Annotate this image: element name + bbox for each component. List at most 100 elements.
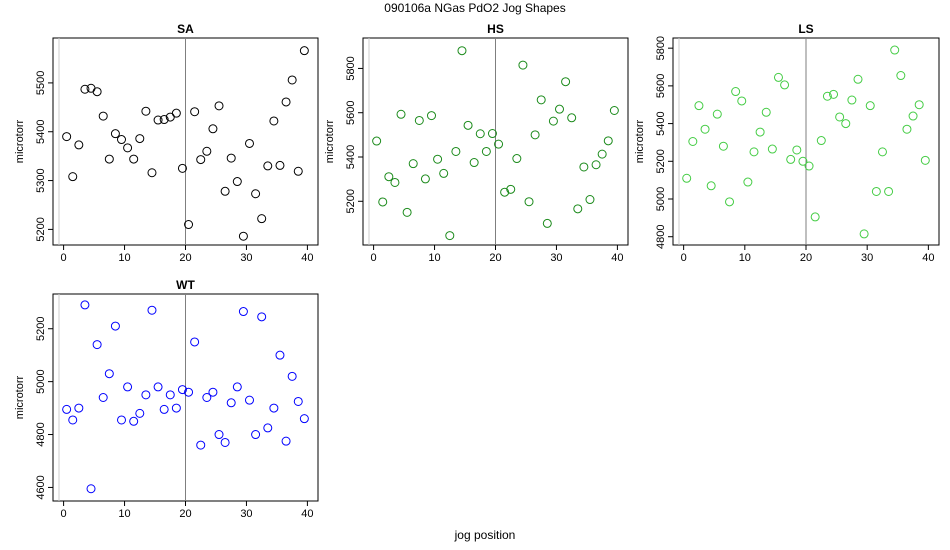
panel-wt-data-point (165, 390, 175, 400)
panel-sa-x-tick-label: 10 (118, 252, 130, 264)
panel-ls-data-point (749, 147, 759, 157)
x-axis-label: jog position (454, 528, 516, 542)
panel-wt-data-point (171, 403, 181, 413)
panel-sa-data-point (196, 155, 206, 165)
panel-ls-data-point (688, 137, 698, 146)
panel-ls-data-point (731, 87, 741, 97)
panel-sa-data-point (293, 166, 303, 176)
panel-ls-data-point (871, 186, 881, 196)
panel-sa-data-point (62, 132, 72, 142)
panel-sa-y-tick-label: 5200 (35, 217, 47, 241)
panel-sa-data-point (299, 46, 309, 56)
panel-ls-data-point (755, 127, 765, 137)
panel-ls-data-point (743, 177, 753, 187)
panel-wt-title: WT (176, 278, 195, 292)
panel-wt-y-tick-label: 4800 (35, 422, 47, 446)
panel-ls-y-tick-label: 5000 (655, 187, 667, 211)
panel-hs-data-point (396, 109, 406, 119)
panel-sa-title: SA (177, 22, 194, 36)
panel-ls-y-tick-label: 5400 (655, 111, 667, 135)
panel-hs-data-point (402, 207, 412, 217)
panel-hs-data-point (506, 184, 516, 194)
panel-ls-x-tick-label: 30 (861, 252, 873, 264)
panel-wt-data-point (129, 416, 139, 426)
panel-ls-data-point (792, 145, 802, 155)
panel-ls-y-tick-label: 5800 (655, 36, 667, 60)
panel-ls-x-tick-label: 10 (739, 252, 751, 264)
panel-wt-data-point (196, 440, 206, 450)
panel-wt-data-point (299, 414, 309, 424)
panel-hs-data-point (414, 115, 424, 125)
panel-wt-x-tick-label: 20 (179, 508, 191, 520)
panel-ls-data-point (902, 124, 912, 134)
panel-wt-data-point (62, 404, 72, 414)
panel-sa-x-tick-label: 20 (179, 252, 191, 264)
panel-ls-data-point (877, 147, 887, 157)
panel-sa-data-point (147, 168, 157, 178)
panel-hs-data-point (524, 197, 534, 207)
panel-wt-data-point (232, 382, 242, 392)
panel-wt-data-point (226, 398, 236, 408)
panel-hs-data-point (427, 111, 437, 121)
panel-sa-data-point (184, 220, 194, 230)
panel-sa-x-tick-label: 30 (240, 252, 252, 264)
panel-hs-y-tick-label: 5400 (345, 145, 357, 169)
panel-hs-data-point (542, 218, 552, 228)
panel-sa-data-point (153, 115, 163, 125)
panel-hs-data-point (439, 168, 449, 178)
panel-ls-data-point (767, 144, 777, 154)
panel-hs-data-point (463, 120, 473, 130)
panel-wt-data-point (153, 382, 163, 392)
panel-ls-data-point (810, 212, 820, 222)
panel-sa-data-point (232, 177, 242, 187)
panel-sa-data-point (257, 214, 267, 224)
panel-ls-data-point (853, 74, 863, 84)
panel-sa-data-point (220, 186, 230, 196)
panel-sa-data-point (92, 87, 102, 97)
panel-ls-y-tick-label: 5600 (655, 74, 667, 98)
panel-wt-data-point (214, 430, 224, 440)
panel-wt-data-point (190, 337, 200, 347)
panel-ls-data-point (718, 141, 728, 151)
panel-ls-data-point (841, 119, 851, 129)
panel-ls-data-point (712, 109, 722, 119)
panel-hs-x-tick-label: 10 (428, 252, 440, 264)
panel-wt-data-point (123, 382, 133, 392)
panel-hs-data-point (378, 197, 388, 207)
panel-wt-data-point (135, 408, 145, 418)
panel-ls-data-point (890, 45, 900, 55)
panel-ls-data-point (706, 181, 716, 191)
panel-ls-data-point (822, 91, 832, 101)
panel-hs-y-axis-label: microtorr (324, 119, 336, 163)
panel-wt-data-point (238, 307, 248, 317)
panel-hs-data-point (445, 231, 455, 241)
main-title: 090106a NGas PdO2 Jog Shapes (384, 1, 566, 15)
panel-hs-data-point (548, 116, 558, 126)
panel-hs-x-tick-label: 20 (489, 252, 501, 264)
panel-ls-data-point (798, 156, 808, 166)
panel-hs-data-point (530, 130, 540, 140)
panel-hs-data-point (408, 159, 418, 169)
panel-wt-data-point (159, 404, 169, 414)
panel-ls-data-point (773, 72, 783, 82)
panel-ls-data-point (780, 80, 790, 90)
panel-sa-data-point (244, 138, 254, 148)
panel-wt-data-point (293, 396, 303, 406)
panel-sa-data-point (214, 101, 224, 111)
panel-hs-data-point (494, 139, 504, 149)
panel-hs-data-point (579, 162, 589, 172)
panel-sa-data-point (129, 154, 139, 164)
panel-sa-data-point (80, 84, 90, 94)
panel-hs-data-point (500, 187, 510, 197)
panel-sa-data-point (159, 115, 169, 125)
panel-sa-data-point (141, 106, 151, 116)
panel-ls-data-point (816, 136, 826, 146)
panel-hs-data-point (384, 172, 394, 182)
panel-hs-title: HS (487, 22, 504, 36)
panel-hs-data-point (469, 158, 479, 168)
panel-ls-data-point (700, 124, 710, 134)
panel-wt-data-point (251, 430, 261, 440)
panel-ls-data-point (682, 173, 692, 183)
panel-sa-data-point (68, 172, 78, 182)
panel-sa-data-point (135, 134, 145, 144)
